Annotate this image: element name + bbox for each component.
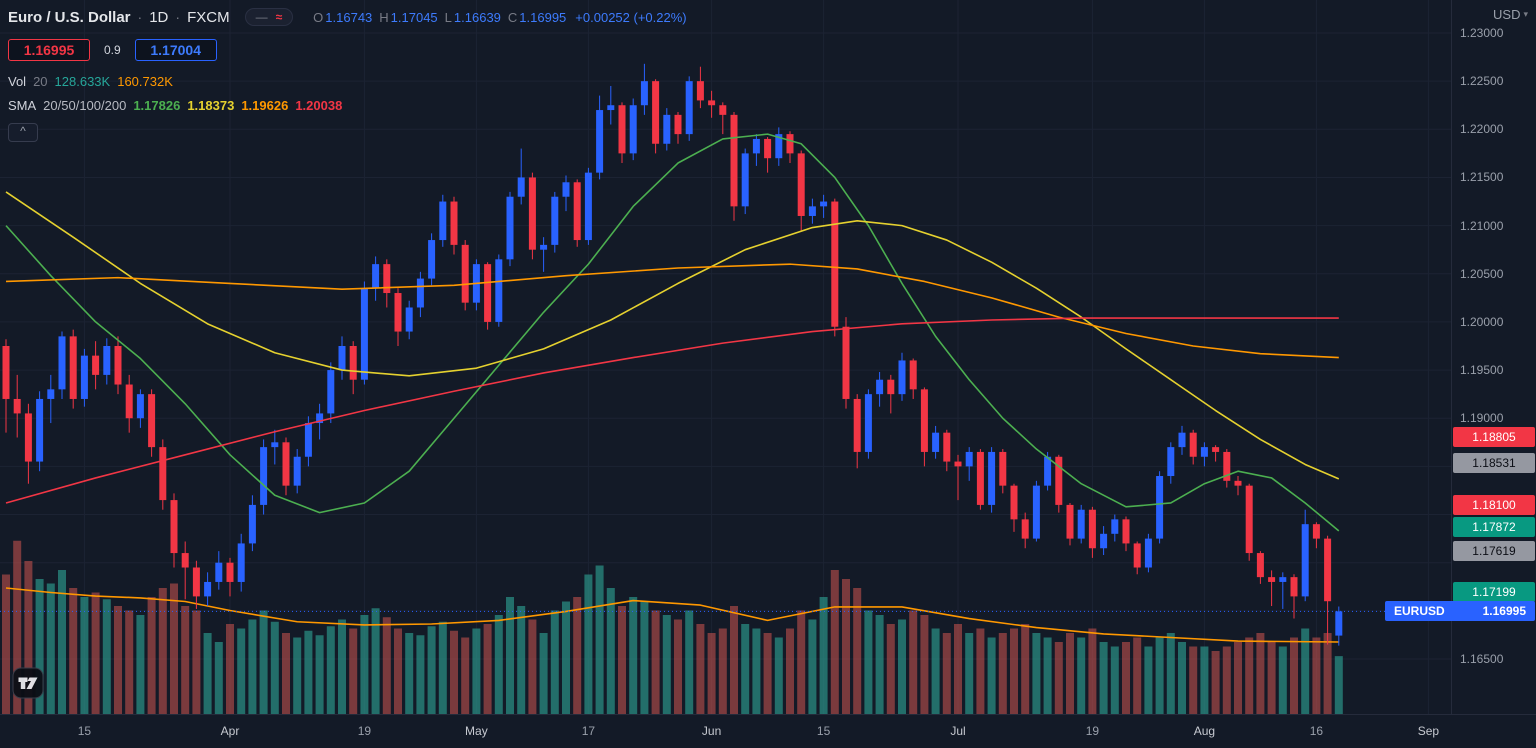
time-axis-label: 17	[581, 724, 596, 738]
legend: Euro / U.S. Dollar · 1D · FXCM — ≈ O 1.1…	[8, 6, 687, 142]
price-level-tag: 1.17619	[1453, 541, 1535, 562]
chevron-down-icon: ▾	[1523, 9, 1528, 19]
sma-label: SMA	[8, 98, 37, 113]
price-axis-label: 1.23000	[1460, 26, 1504, 40]
separator: ·	[137, 9, 143, 25]
sma-legend-row[interactable]: SMA 20/50/100/200 1.17826 1.18373 1.1962…	[8, 98, 342, 113]
price-level-tag: 1.18531	[1453, 453, 1535, 474]
time-axis-label: Aug	[1193, 724, 1216, 738]
time-axis-label: 15	[77, 724, 92, 738]
high-value: 1.17045	[390, 9, 438, 25]
volume-legend-row[interactable]: Vol 20 128.633K 160.732K	[8, 74, 173, 89]
time-axis[interactable]: 15 Apr 19 May 17 Jun 15 Jul 19 Aug 16 Sep	[0, 714, 1536, 748]
price-level-tag: 1.18100	[1453, 494, 1535, 515]
exchange-label: FXCM	[187, 8, 230, 26]
buy-button[interactable]: 1.17004	[134, 39, 217, 61]
time-axis-label: Sep	[1417, 724, 1440, 738]
price-axis[interactable]: 1.23000 1.22500 1.22000 1.21500 1.21000 1.205…	[1385, 0, 1536, 715]
close-value: 1.16995	[519, 9, 567, 25]
change-value: +0.00252 (+0.22%)	[575, 9, 687, 25]
price-axis-label: 1.19500	[1460, 363, 1504, 378]
interval-label[interactable]: 1D	[149, 8, 169, 26]
currency-toggle[interactable]: USD ▾	[1493, 7, 1528, 22]
sma-lengths: 20/50/100/200	[43, 98, 127, 113]
price-axis-label: 1.22500	[1460, 74, 1504, 89]
currency-label: USD	[1493, 7, 1521, 22]
time-axis-label: 19	[1085, 724, 1100, 738]
time-axis-label: Jun	[701, 724, 722, 738]
sma20-value: 1.17826	[133, 98, 181, 113]
legend-toolbar[interactable]: — ≈	[244, 8, 294, 26]
sma100-value: 1.19626	[241, 98, 289, 113]
separator: ·	[175, 9, 181, 25]
buy-sell-panel: 1.16995 0.9 1.17004	[8, 39, 217, 61]
volume-value: 128.633K	[54, 74, 111, 89]
time-axis-label: Jul	[950, 724, 966, 738]
current-price-tag: EURUSD 1.16995	[1385, 601, 1535, 622]
price-axis-label: 1.21000	[1460, 218, 1504, 233]
hide-indicator-icon[interactable]: —	[255, 10, 268, 24]
price-axis-label: 1.22000	[1460, 122, 1504, 137]
price-axis-label: 1.20000	[1460, 314, 1504, 329]
price-level-tag: 1.17872	[1453, 516, 1535, 537]
open-value: 1.16743	[325, 9, 373, 25]
logo-frame	[12, 667, 44, 699]
high-label: H	[379, 9, 389, 25]
symbol-legend-row[interactable]: Euro / U.S. Dollar · 1D · FXCM — ≈ O 1.1…	[8, 6, 687, 28]
time-axis-label: 19	[357, 724, 372, 738]
sma200-value: 1.20038	[295, 98, 343, 113]
price-axis-label: 1.16500	[1460, 652, 1504, 666]
low-label: L	[444, 9, 452, 25]
price-axis-label: 1.21500	[1460, 170, 1504, 185]
sma50-value: 1.18373	[187, 98, 235, 113]
price-level-tag: 1.18805	[1453, 427, 1535, 447]
price-axis-label: 1.19000	[1460, 411, 1504, 426]
time-axis-label: 16	[1309, 724, 1324, 738]
spread-value: 0.9	[104, 43, 121, 57]
price-axis-label: 1.20500	[1460, 266, 1504, 281]
ohlc-values: O 1.16743 H 1.17045 L 1.16639 C 1.16995 …	[306, 10, 686, 25]
time-axis-label: Apr	[220, 724, 240, 738]
low-value: 1.16639	[453, 9, 501, 25]
time-axis-label: 15	[816, 724, 831, 738]
squiggle-icon[interactable]: ≈	[275, 10, 283, 24]
time-axis-label: May	[465, 724, 488, 738]
volume-label: Vol	[8, 74, 27, 89]
close-label: C	[507, 9, 518, 25]
open-label: O	[313, 9, 324, 25]
volume-length: 20	[33, 74, 48, 89]
volume-ma-value: 160.732K	[117, 74, 173, 89]
collapse-legend-button[interactable]: ^	[8, 123, 38, 142]
price-level-tag: 1.17199	[1453, 581, 1535, 602]
sell-button[interactable]: 1.16995	[8, 39, 90, 61]
tradingview-logo[interactable]	[12, 667, 44, 704]
symbol-title[interactable]: Euro / U.S. Dollar	[8, 8, 131, 26]
